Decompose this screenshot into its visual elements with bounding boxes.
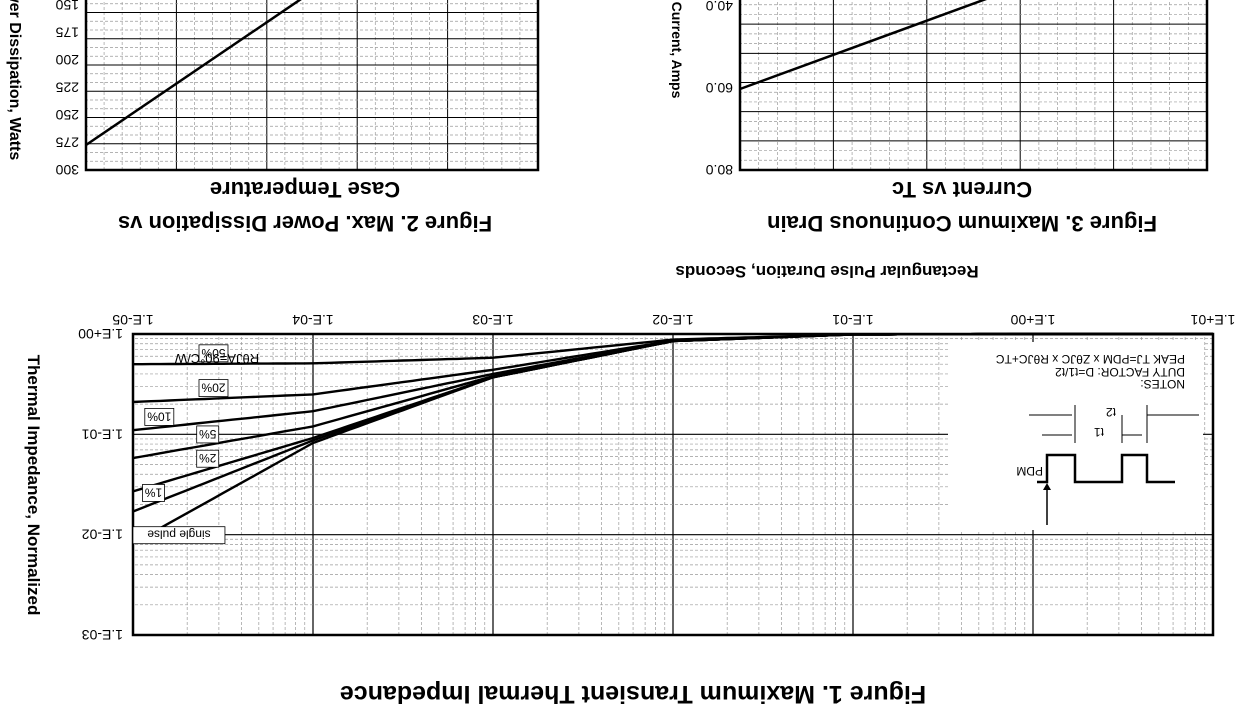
figure-1-series-label: single pulse — [147, 528, 211, 542]
figure-1-x-tick-label: 1.E-03 — [472, 312, 513, 328]
mirrored-scan: Figure 1. Maximum Transient Thermal Impe… — [6, 0, 1235, 708]
figure-1-plot-frame — [131, 332, 1215, 637]
figure-1-y-ticks: 1.E-03 1.E-02 1.E-01 1.E+00 — [78, 326, 123, 643]
figure-1-series-label: 2% — [199, 451, 217, 465]
figure-1-series-label: 10% — [147, 409, 171, 423]
figure-2-y-tick-label: 250 — [55, 107, 79, 123]
notes-title: NOTES: — [1140, 377, 1185, 391]
figure-2-y-tick-label: 200 — [55, 52, 79, 68]
figure-1-y-tick-label: 1.E-01 — [82, 426, 123, 442]
figure-1-series-label-box — [144, 408, 175, 426]
figure-2-series-line — [85, 0, 302, 147]
figure-1-series-labels: single pulse 1% 2% 5% 10% 20% 50% — [132, 344, 229, 545]
notes-pdm-label: PDM — [1016, 464, 1043, 478]
figure-2-y-tick-label: 175 — [55, 25, 79, 41]
figure-3-grid — [740, 0, 1207, 170]
figure-1-series-label-box — [142, 484, 165, 502]
notes-t1-label: t1 — [1094, 425, 1104, 439]
figure-1-series-label: 20% — [201, 381, 225, 395]
figure-3-title-line1: Figure 3. Maximum Continuous Drain — [767, 211, 1157, 236]
figure-1-thermal-impedance: Figure 1. Maximum Transient Thermal Impe… — [24, 262, 1235, 708]
figure-2-y-tick-label: 150 — [55, 0, 79, 13]
figure-2-grid — [86, 0, 538, 170]
figure-2-y-axis-label: Power Dissipation, Watts — [6, 0, 23, 160]
figure-2-plot-frame — [84, 0, 540, 172]
figure-1-x-tick-label: 1.E-04 — [292, 312, 333, 328]
figure-1-series-label-box — [132, 526, 226, 545]
figure-1-series-label-box — [196, 425, 220, 444]
figure-3-y-axis-label: Current, Amps — [669, 2, 685, 99]
figure-1-x-axis-label: Rectangular Pulse Duration, Seconds — [675, 262, 978, 281]
figure-1-y-axis-label: Thermal Impedance, Normalized — [24, 355, 43, 616]
figure-3-title-line2: Current vs Tc — [892, 177, 1032, 202]
figure-3-plot-frame — [738, 0, 1209, 172]
figure-1-y-tick-label: 1.E+00 — [78, 326, 123, 342]
figure-1-x-tick-label: 1.E+01 — [1190, 312, 1235, 328]
figure-1-series-label-box — [198, 379, 229, 398]
figure-1-series-label-box — [198, 344, 229, 363]
figure-3-drain-current: Figure 3. Maximum Continuous Drain Curre… — [669, 0, 1209, 236]
figure-1-series-line — [133, 332, 1213, 366]
figure-3-y-ticks: 40.0 60.0 80.0 — [706, 0, 733, 178]
figure-1-series-label-box — [196, 449, 220, 468]
figure-2-y-tick-label: 275 — [55, 135, 79, 151]
figure-2-y-ticks: 150 175 200 225 250 275 300 — [55, 0, 79, 178]
figure-1-x-tick-label: 1.E-02 — [652, 312, 693, 328]
figure-2-title-line1: Figure 2. Max. Power Dissipation vs — [118, 211, 492, 236]
figure-1-rthja-annotation: RθJA=90°C/W — [174, 351, 259, 366]
figure-1-x-tick-label: 1.E-01 — [832, 312, 873, 328]
figure-1-x-tick-label: 1.E-05 — [112, 312, 153, 328]
figure-1-series-label: 50% — [201, 346, 225, 360]
figure-2-power-dissipation: Figure 2. Max. Power Dissipation vs Case… — [6, 0, 540, 236]
figure-1-series-label: 5% — [199, 427, 217, 441]
figure-3-y-tick-label: 80.0 — [706, 162, 733, 178]
notes-t2-label: t2 — [1106, 405, 1116, 419]
figure-1-series — [132, 332, 1213, 545]
figure-2-y-tick-label: 225 — [55, 80, 79, 96]
figure-1-x-ticks: 1.E-05 1.E-04 1.E-03 1.E-02 1.E-01 1.E+00 1.E+… — [112, 312, 1235, 328]
notes-peak-tj: PEAK TJ=PDM x ZθJC x RθJC+TC — [996, 352, 1185, 366]
figure-2-y-tick-label: 300 — [55, 162, 79, 178]
pulse-waveform — [1037, 453, 1175, 484]
figure-3-y-tick-label: 60.0 — [706, 80, 733, 96]
pdm-arrowhead — [1043, 483, 1051, 490]
figure-1-title: Figure 1. Maximum Transient Thermal Impe… — [340, 680, 926, 708]
figure-3-series-line — [739, 0, 987, 91]
figure-1-y-tick-label: 1.E-03 — [82, 627, 123, 643]
notes-duty-factor: DUTY FACTOR: D=t1/t2 — [1055, 365, 1185, 379]
figure-1-series-label: 1% — [145, 485, 163, 499]
figure-2-title-line2: Case Temperature — [210, 177, 400, 202]
figure-1-y-tick-label: 1.E-02 — [82, 527, 123, 543]
figure-3-y-tick-label: 40.0 — [706, 0, 733, 14]
figure-1-notes-box: NOTES: DUTY FACTOR: D=t1/t2 PEAK TJ=PDM … — [948, 342, 1203, 530]
figure-1-x-tick-label: 1.E+00 — [1010, 312, 1055, 328]
